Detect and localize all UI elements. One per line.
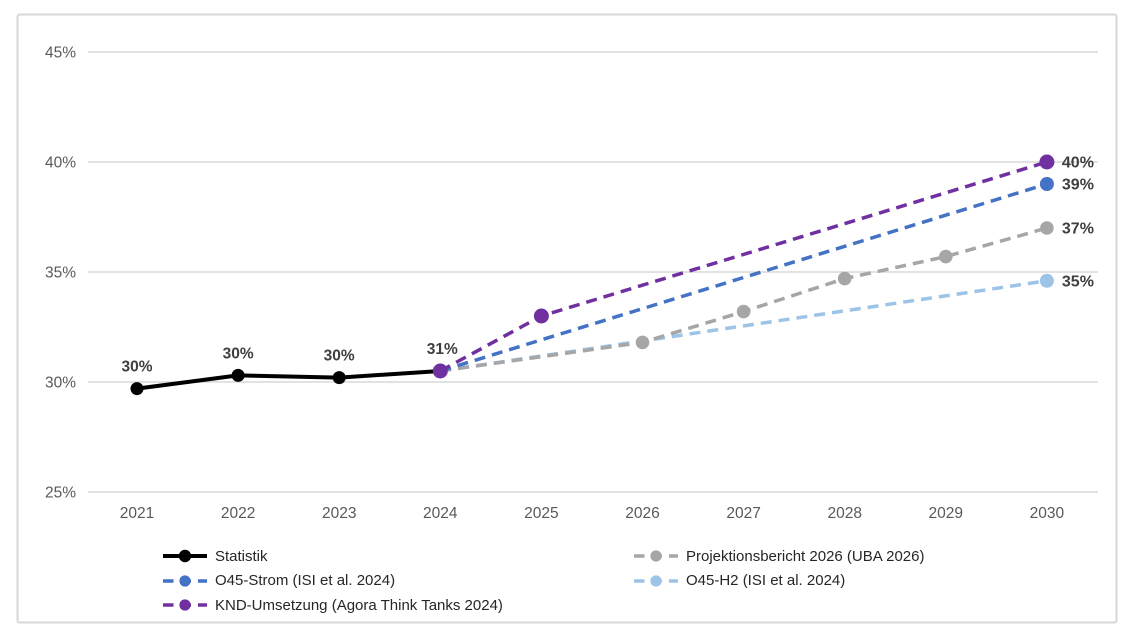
legend-label-statistik: Statistik — [215, 547, 268, 565]
svg-text:39%: 39% — [1062, 177, 1094, 194]
svg-text:35%: 35% — [1062, 273, 1094, 290]
svg-text:2023: 2023 — [322, 505, 356, 522]
svg-text:35%: 35% — [45, 265, 76, 282]
legend-swatch-statistik-icon — [163, 550, 207, 563]
svg-text:2030: 2030 — [1030, 505, 1065, 522]
svg-text:2028: 2028 — [827, 505, 861, 522]
svg-text:30%: 30% — [324, 348, 355, 365]
svg-text:25%: 25% — [45, 485, 76, 502]
svg-text:2024: 2024 — [423, 505, 458, 522]
svg-text:30%: 30% — [223, 345, 254, 362]
legend-swatch-o45-strom-icon — [163, 575, 207, 587]
legend-label-knd-umsetzung: KND-Umsetzung (Agora Think Tanks 2024) — [215, 596, 503, 614]
svg-text:2027: 2027 — [726, 505, 760, 522]
legend-item-projektionsbericht: Projektionsbericht 2026 (UBA 2026) — [633, 544, 924, 569]
legend-swatch-o45-h2-icon — [634, 575, 678, 587]
svg-text:2029: 2029 — [929, 505, 963, 522]
legend-label-projektionsbericht: Projektionsbericht 2026 (UBA 2026) — [686, 547, 925, 565]
legend-item-statistik: Statistik — [162, 544, 503, 569]
legend-swatch-knd-umsetzung-icon — [163, 599, 207, 611]
svg-text:40%: 40% — [45, 155, 76, 172]
legend-swatch-projektionsbericht-icon — [634, 550, 678, 562]
chart-legend-left-column: Statistik O45-Strom (ISI et al. 2024) KN… — [162, 544, 503, 618]
svg-text:37%: 37% — [1062, 221, 1094, 238]
svg-text:2026: 2026 — [625, 505, 659, 522]
svg-text:2025: 2025 — [524, 505, 558, 522]
svg-text:30%: 30% — [121, 359, 152, 376]
svg-text:45%: 45% — [45, 45, 76, 62]
svg-text:30%: 30% — [45, 375, 76, 392]
svg-text:31%: 31% — [427, 341, 458, 358]
legend-label-o45-strom: O45-Strom (ISI et al. 2024) — [215, 572, 396, 590]
svg-text:2022: 2022 — [221, 505, 255, 522]
svg-text:2021: 2021 — [120, 505, 154, 522]
chart-legend-right-column: Projektionsbericht 2026 (UBA 2026) O45-H… — [633, 544, 924, 593]
legend-item-knd-umsetzung: KND-Umsetzung (Agora Think Tanks 2024) — [162, 593, 503, 618]
legend-item-o45-h2: O45-H2 (ISI et al. 2024) — [633, 569, 924, 594]
svg-text:40%: 40% — [1062, 155, 1094, 172]
legend-item-o45-strom: O45-Strom (ISI et al. 2024) — [162, 569, 503, 594]
legend-label-o45-h2: O45-H2 (ISI et al. 2024) — [686, 572, 846, 590]
